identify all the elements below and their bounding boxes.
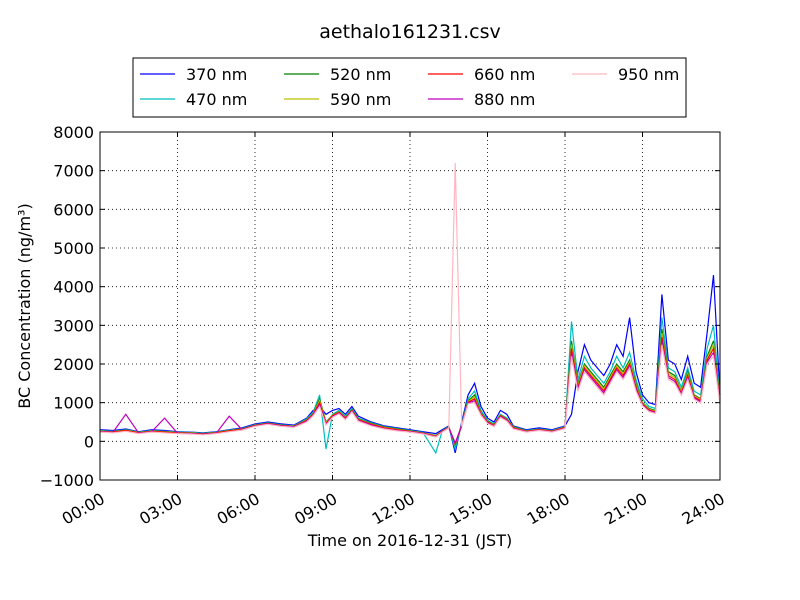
- series-line-370-nm: [99, 275, 721, 454]
- series-lines: [99, 162, 721, 455]
- legend-box: [132, 57, 687, 118]
- x-tick-label: 24:00: [679, 489, 728, 529]
- x-tick-label: 12:00: [369, 489, 418, 529]
- y-tick-label: −1000: [40, 471, 94, 490]
- legend-label: 880 nm: [474, 90, 535, 109]
- x-axis-title: Time on 2016-12-31 (JST): [307, 531, 512, 550]
- y-tick-label: 4000: [53, 278, 94, 297]
- x-tick-label: 15:00: [446, 489, 495, 529]
- x-tick-label: 03:00: [136, 489, 185, 529]
- legend-label: 520 nm: [330, 65, 391, 84]
- y-axis-title: BC Concentration (ng/m³): [15, 203, 34, 408]
- x-tick-label: 18:00: [524, 489, 573, 529]
- y-tick-label: 1000: [53, 394, 94, 413]
- y-tick-label: 2000: [53, 355, 94, 374]
- plot-area: [100, 132, 720, 480]
- y-tick-label: 5000: [53, 239, 94, 258]
- legend-label: 470 nm: [186, 90, 247, 109]
- x-tick-label: 06:00: [214, 489, 263, 529]
- y-tick-label: 8000: [53, 123, 94, 142]
- chart-title: aethalo161231.csv: [319, 21, 501, 43]
- x-tick-label: 09:00: [291, 489, 340, 529]
- legend: 370 nm 470 nm 520 nm 590 nm 660 nm 880 nm 950 …: [132, 57, 687, 118]
- legend-label: 370 nm: [186, 65, 247, 84]
- legend-label: 660 nm: [474, 65, 535, 84]
- y-tick-label: 0: [84, 432, 94, 451]
- y-tick-label: 7000: [53, 162, 94, 181]
- legend-label: 590 nm: [330, 90, 391, 109]
- legend-label: 950 nm: [618, 65, 679, 84]
- y-tick-label: 6000: [53, 200, 94, 219]
- y-tick-label: 3000: [53, 316, 94, 335]
- series-line-950-nm: [99, 162, 721, 438]
- x-tick-label: 21:00: [601, 489, 650, 529]
- x-tick-label: 00:00: [59, 489, 108, 529]
